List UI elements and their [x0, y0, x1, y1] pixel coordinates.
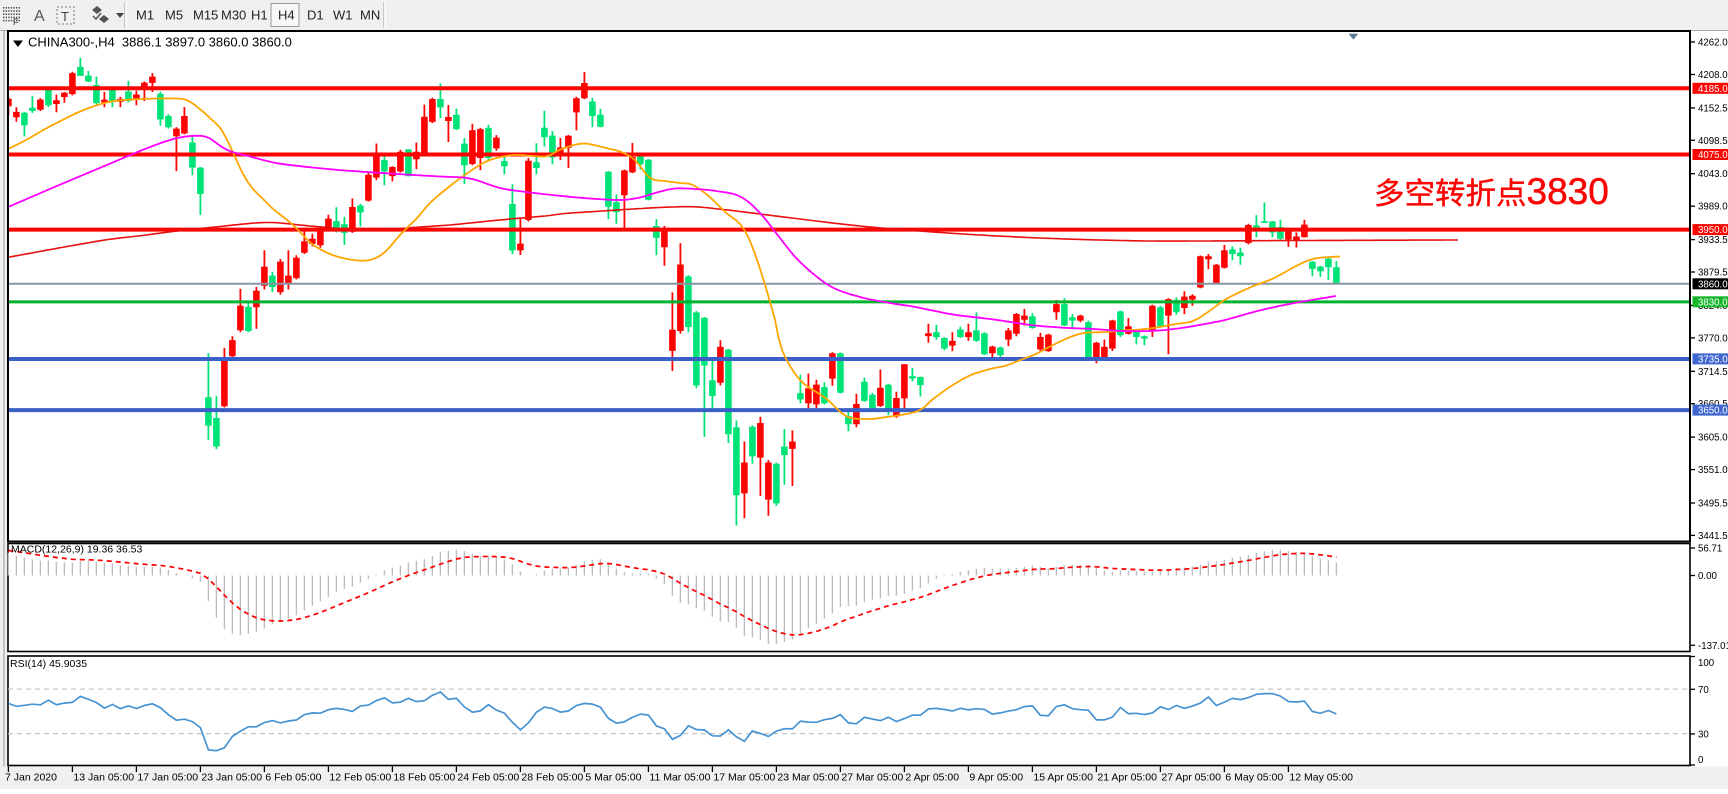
svg-text:4262.0: 4262.0: [1698, 38, 1728, 49]
svg-text:12 Feb 05:00: 12 Feb 05:00: [329, 772, 391, 784]
svg-text:23 Mar 05:00: 23 Mar 05:00: [777, 772, 839, 784]
svg-text:RSI(14) 45.9035: RSI(14) 45.9035: [10, 658, 87, 670]
svg-text:9 Apr 05:00: 9 Apr 05:00: [969, 772, 1023, 784]
svg-text:4043.0: 4043.0: [1698, 169, 1728, 180]
svg-text:CHINA300-,H4 3886.1 3897.0 38: CHINA300-,H4 3886.1 3897.0 3860.0 3860.0: [28, 35, 292, 50]
svg-text:3605.0: 3605.0: [1698, 433, 1728, 444]
svg-text:7 Jan 2020: 7 Jan 2020: [5, 772, 57, 784]
svg-text:27 Mar 05:00: 27 Mar 05:00: [841, 772, 903, 784]
svg-text:M1: M1: [136, 8, 154, 23]
svg-text:A: A: [34, 8, 45, 25]
svg-text:2 Apr 05:00: 2 Apr 05:00: [905, 772, 959, 784]
svg-text:3735.0: 3735.0: [1698, 354, 1728, 365]
svg-text:70: 70: [1698, 685, 1709, 696]
svg-text:4185.0: 4185.0: [1698, 84, 1728, 95]
svg-text:3879.5: 3879.5: [1698, 268, 1728, 279]
svg-text:3714.5: 3714.5: [1698, 367, 1728, 378]
svg-text:3830: 3830: [1527, 171, 1609, 212]
svg-text:3933.5: 3933.5: [1698, 235, 1728, 246]
svg-text:4075.0: 4075.0: [1698, 150, 1728, 161]
svg-text:3650.0: 3650.0: [1698, 406, 1728, 417]
svg-text:F: F: [13, 17, 19, 27]
svg-text:6 Feb 05:00: 6 Feb 05:00: [265, 772, 321, 784]
svg-text:24 Feb 05:00: 24 Feb 05:00: [457, 772, 519, 784]
svg-text:28 Feb 05:00: 28 Feb 05:00: [521, 772, 583, 784]
svg-text:M15: M15: [193, 8, 218, 23]
svg-text:18 Feb 05:00: 18 Feb 05:00: [393, 772, 455, 784]
svg-text:11 Mar 05:00: 11 Mar 05:00: [649, 772, 710, 784]
svg-text:100: 100: [1698, 658, 1715, 669]
svg-text:15 Apr 05:00: 15 Apr 05:00: [1033, 772, 1093, 784]
svg-text:0: 0: [1698, 755, 1704, 766]
svg-text:30: 30: [1698, 730, 1709, 741]
svg-text:MN: MN: [360, 8, 380, 23]
svg-text:D1: D1: [307, 8, 324, 23]
svg-text:4098.5: 4098.5: [1698, 136, 1728, 147]
svg-text:-137.01: -137.01: [1698, 641, 1728, 652]
svg-text:3830.0: 3830.0: [1698, 297, 1728, 308]
svg-text:M5: M5: [165, 8, 183, 23]
svg-text:6 May 05:00: 6 May 05:00: [1225, 772, 1283, 784]
svg-text:4208.0: 4208.0: [1698, 70, 1728, 81]
svg-text:5 Mar 05:00: 5 Mar 05:00: [585, 772, 641, 784]
svg-text:T: T: [61, 9, 69, 24]
svg-text:23 Jan 05:00: 23 Jan 05:00: [201, 772, 262, 784]
svg-text:4152.5: 4152.5: [1698, 103, 1728, 114]
svg-text:H1: H1: [251, 8, 268, 23]
svg-text:17 Jan 05:00: 17 Jan 05:00: [137, 772, 198, 784]
svg-text:3551.0: 3551.0: [1698, 465, 1728, 476]
svg-text:17 Mar 05:00: 17 Mar 05:00: [713, 772, 775, 784]
svg-text:H4: H4: [278, 8, 295, 23]
svg-text:MACD(12,26,9) 19.36 36.53: MACD(12,26,9) 19.36 36.53: [11, 544, 142, 556]
svg-text:56.71: 56.71: [1698, 544, 1722, 555]
svg-text:W1: W1: [333, 8, 353, 23]
svg-text:3495.5: 3495.5: [1698, 499, 1728, 510]
svg-text:3950.0: 3950.0: [1698, 225, 1728, 236]
svg-text:13 Jan 05:00: 13 Jan 05:00: [73, 772, 134, 784]
svg-text:3989.0: 3989.0: [1698, 202, 1728, 213]
svg-text:27 Apr 05:00: 27 Apr 05:00: [1161, 772, 1221, 784]
svg-text:12 May 05:00: 12 May 05:00: [1289, 772, 1353, 784]
svg-text:0.00: 0.00: [1698, 571, 1717, 582]
svg-text:3770.0: 3770.0: [1698, 333, 1728, 344]
svg-text:M30: M30: [221, 8, 246, 23]
svg-text:21 Apr 05:00: 21 Apr 05:00: [1097, 772, 1157, 784]
svg-text:3860.0: 3860.0: [1698, 279, 1728, 290]
svg-text:3441.5: 3441.5: [1698, 531, 1728, 542]
